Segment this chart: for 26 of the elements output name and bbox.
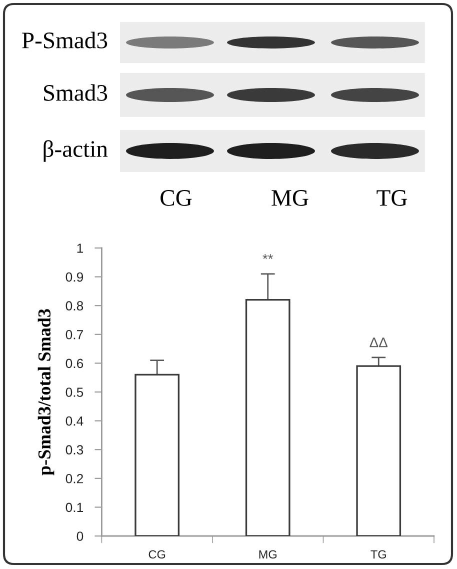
bar xyxy=(134,374,180,536)
annotation: ΔΔ xyxy=(370,338,388,348)
y-tick-label: 0.2 xyxy=(66,474,83,484)
x-tick-label: TG xyxy=(370,550,386,559)
y-tick-label: 0.7 xyxy=(66,330,83,340)
text: TG xyxy=(376,190,407,206)
text: β-actin xyxy=(44,140,108,162)
text: MG xyxy=(272,190,308,206)
text: P-Smad3 xyxy=(22,32,108,48)
y-tick-label: 0.8 xyxy=(66,301,84,311)
text: CG xyxy=(160,190,192,206)
y-tick-label: 0.4 xyxy=(66,416,84,426)
bar xyxy=(245,299,290,536)
y-tick-label: 0.3 xyxy=(66,445,84,455)
x-tick-label: MG xyxy=(259,550,276,559)
y-tick-label: 0.9 xyxy=(66,272,84,282)
y-tick-label: 0.6 xyxy=(66,358,84,368)
bar xyxy=(356,365,402,536)
x-tick-label: CG xyxy=(148,550,166,559)
text: Smad3 xyxy=(44,84,108,101)
y-tick-label: 0.5 xyxy=(66,388,84,397)
y-tick-label: 1 xyxy=(77,244,83,253)
annotation: ** xyxy=(262,254,274,259)
y-axis-title: p-Smad3/total Smad3 xyxy=(38,309,54,476)
y-tick-label: 0 xyxy=(76,532,84,541)
y-tick-label: 0.1 xyxy=(66,502,83,512)
